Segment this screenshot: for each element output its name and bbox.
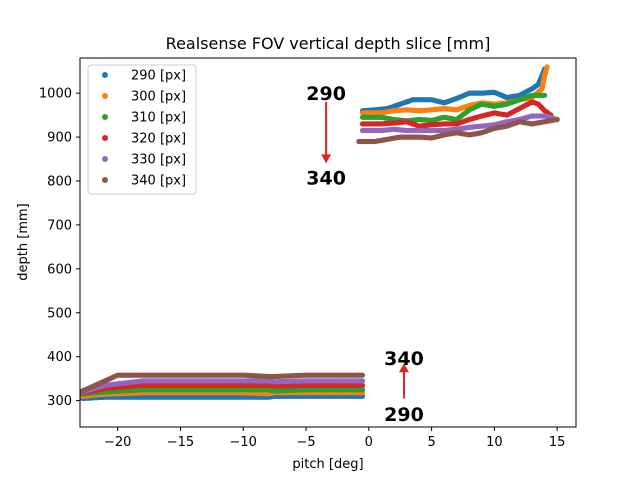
x-axis-label: pitch [deg] [292, 457, 363, 472]
annotation-label: 340 [384, 348, 424, 370]
y-axis-label: depth [mm] [16, 203, 31, 280]
series-5 [79, 113, 560, 395]
series-3 [79, 92, 548, 397]
data-point [359, 382, 366, 388]
arrow-head [321, 154, 332, 164]
annotation-label: 340 [306, 167, 346, 189]
x-tick-label: −10 [230, 435, 257, 450]
y-axis: 300 400 500 600 700 800 900 1000 [39, 87, 80, 409]
legend: 290 [px] 300 [px] 310 [px] 320 [px] 330 [px]… [87, 64, 197, 195]
legend-marker [102, 156, 108, 162]
legend-box [87, 64, 197, 195]
series-4 [79, 99, 554, 396]
plot-frame [79, 57, 577, 428]
data-point [544, 64, 550, 70]
legend-marker [102, 72, 108, 78]
series-layer [79, 64, 560, 401]
annotation-label: 290 [306, 83, 346, 105]
y-tick-label: 500 [47, 306, 72, 321]
x-tick-label: 5 [427, 435, 435, 450]
y-tick-label: 1000 [39, 87, 72, 102]
data-point [542, 92, 548, 98]
x-tick-label: −20 [104, 435, 131, 450]
legend-marker [102, 177, 108, 183]
y-tick-label: 900 [47, 131, 72, 146]
y-tick-label: 600 [47, 262, 72, 277]
chart-title: Realsense FOV vertical depth slice [mm] [166, 34, 491, 53]
annotation-layer: 290 340 340 290 [306, 83, 424, 426]
series-6 [79, 116, 560, 394]
annotation-label: 290 [384, 404, 424, 426]
x-tick-label: 15 [549, 435, 566, 450]
legend-entry: 290 [px] [131, 69, 186, 84]
legend-entry: 330 [px] [131, 153, 186, 168]
data-point [359, 387, 366, 393]
legend-marker [102, 114, 108, 120]
x-tick-label: −15 [167, 435, 194, 450]
data-point [359, 378, 366, 384]
legend-entry: 340 [px] [131, 174, 186, 189]
data-point [359, 372, 366, 378]
legend-entry: 320 [px] [131, 132, 186, 147]
legend-entry: 300 [px] [131, 90, 186, 105]
legend-entry: 310 [px] [131, 111, 186, 126]
arrow-head [398, 363, 409, 373]
y-tick-label: 700 [47, 218, 72, 233]
x-tick-label: 0 [365, 435, 373, 450]
legend-marker [102, 93, 108, 99]
data-point [554, 116, 560, 123]
y-tick-label: 300 [47, 394, 72, 409]
x-tick-label: −5 [296, 435, 315, 450]
y-tick-label: 800 [47, 175, 72, 190]
x-tick-label: 10 [486, 435, 503, 450]
y-tick-label: 400 [47, 350, 72, 365]
legend-marker [102, 135, 108, 141]
x-axis: −20 −15 −10 −5 0 5 10 15 [104, 427, 565, 450]
